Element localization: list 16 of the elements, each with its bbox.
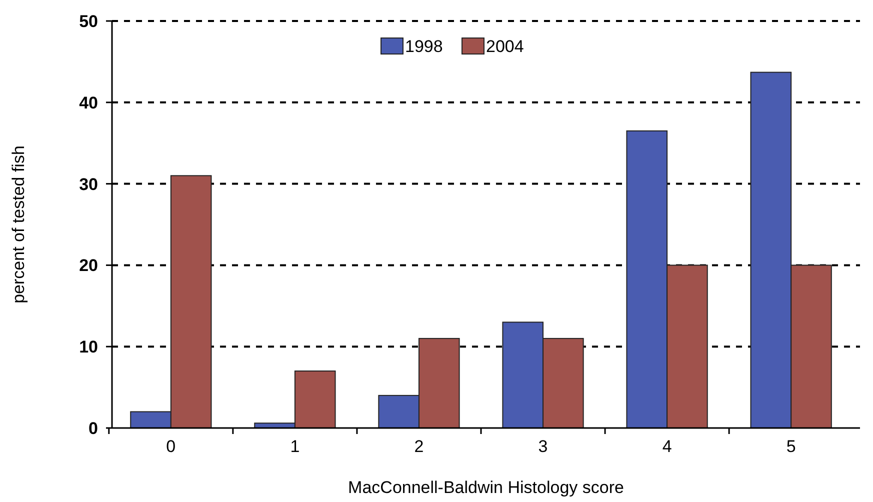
y-tick-label: 20 (79, 256, 98, 276)
legend-label: 1998 (405, 36, 443, 56)
y-tick-label: 30 (79, 174, 98, 194)
x-axis-title: MacConnell-Baldwin Histology score (348, 478, 624, 497)
y-tick-label: 10 (79, 338, 98, 357)
x-tick-label: 4 (662, 437, 672, 456)
legend-label: 2004 (486, 36, 524, 56)
x-tick-label: 1 (290, 437, 300, 456)
y-axis-title: percent of tested fish (9, 146, 28, 304)
x-tick-label: 0 (166, 437, 176, 456)
x-tick-label: 3 (538, 437, 548, 456)
x-tick-label: 5 (786, 437, 796, 456)
y-tick-label: 50 (79, 12, 98, 31)
x-tick-label: 2 (414, 437, 424, 456)
y-tick-label: 0 (88, 418, 98, 438)
y-tick-label: 40 (79, 93, 98, 112)
